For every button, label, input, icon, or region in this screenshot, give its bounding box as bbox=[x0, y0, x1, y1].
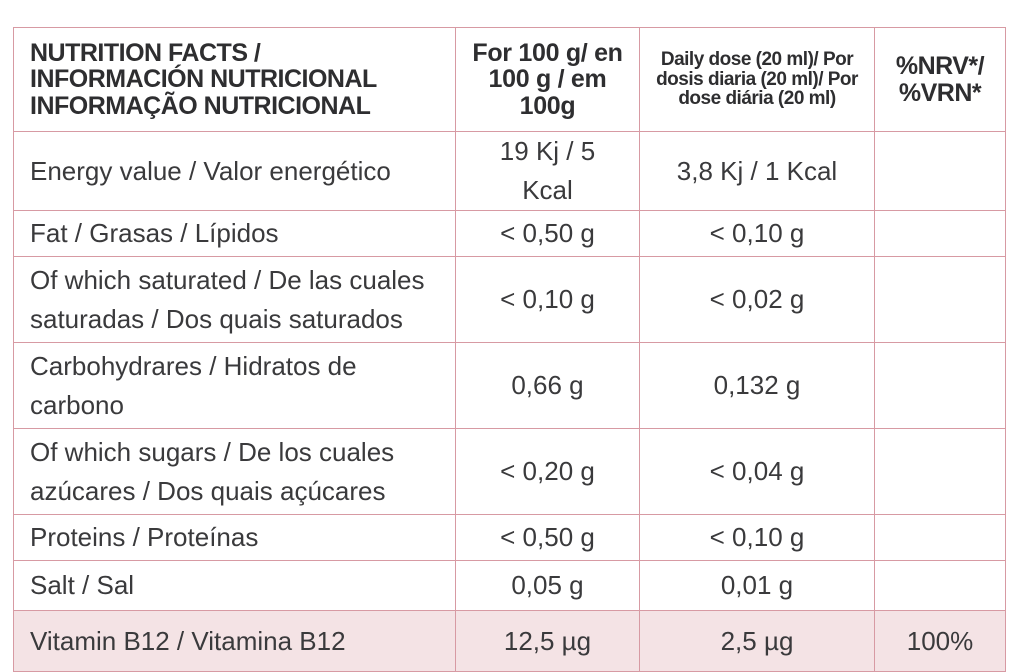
row-daily-value: < 0,04 g bbox=[639, 428, 875, 515]
row-label: Salt / Sal bbox=[13, 560, 456, 611]
row-label: Fat / Grasas / Lípidos bbox=[13, 210, 456, 257]
row-per100-value: 0,05 g bbox=[455, 560, 640, 611]
table-row-saturated: Of which saturated / De las cuales satur… bbox=[13, 256, 1006, 343]
table-header-row: NUTRITION FACTS / INFORMACIÓN NUTRICIONA… bbox=[13, 27, 1006, 132]
table-row-proteins: Proteins / Proteínas < 0,50 g < 0,10 g bbox=[13, 514, 1006, 561]
nutrition-facts-table: NUTRITION FACTS / INFORMACIÓN NUTRICIONA… bbox=[13, 27, 1006, 672]
header-per-100g: For 100 g/ en 100 g / em 100g bbox=[455, 27, 640, 132]
row-daily-value: < 0,10 g bbox=[639, 514, 875, 561]
row-daily-value: 0,132 g bbox=[639, 342, 875, 429]
row-nrv-value bbox=[874, 342, 1006, 429]
row-per100-value: < 0,50 g bbox=[455, 514, 640, 561]
row-daily-value: 3,8 Kj / 1 Kcal bbox=[639, 131, 875, 211]
row-label: Vitamin B12 / Vitamina B12 bbox=[13, 610, 456, 672]
row-daily-value: 2,5 µg bbox=[639, 610, 875, 672]
row-nrv-value bbox=[874, 256, 1006, 343]
table-row-salt: Salt / Sal 0,05 g 0,01 g bbox=[13, 560, 1006, 611]
table-row-fat: Fat / Grasas / Lípidos < 0,50 g < 0,10 g bbox=[13, 210, 1006, 257]
table-row-carbohydrates: Carbohydrares / Hidratos de carbono 0,66… bbox=[13, 342, 1006, 429]
header-nutrition-facts: NUTRITION FACTS / INFORMACIÓN NUTRICIONA… bbox=[13, 27, 456, 132]
row-label: Energy value / Valor energético bbox=[13, 131, 456, 211]
row-label: Proteins / Proteínas bbox=[13, 514, 456, 561]
row-nrv-value bbox=[874, 514, 1006, 561]
row-nrv-value bbox=[874, 560, 1006, 611]
row-per100-value: < 0,10 g bbox=[455, 256, 640, 343]
row-label: Carbohydrares / Hidratos de carbono bbox=[13, 342, 456, 429]
row-label: Of which saturated / De las cuales satur… bbox=[13, 256, 456, 343]
row-nrv-value: 100% bbox=[874, 610, 1006, 672]
row-nrv-value bbox=[874, 131, 1006, 211]
table-row-vitamin-b12: Vitamin B12 / Vitamina B12 12,5 µg 2,5 µ… bbox=[13, 610, 1006, 672]
table-row-sugars: Of which sugars / De los cuales azúcares… bbox=[13, 428, 1006, 515]
row-per100-value: < 0,20 g bbox=[455, 428, 640, 515]
row-daily-value: < 0,10 g bbox=[639, 210, 875, 257]
row-daily-value: 0,01 g bbox=[639, 560, 875, 611]
row-nrv-value bbox=[874, 210, 1006, 257]
row-daily-value: < 0,02 g bbox=[639, 256, 875, 343]
row-nrv-value bbox=[874, 428, 1006, 515]
row-label: Of which sugars / De los cuales azúcares… bbox=[13, 428, 456, 515]
row-per100-value: 0,66 g bbox=[455, 342, 640, 429]
row-per100-value: 19 Kj / 5 Kcal bbox=[455, 131, 640, 211]
header-daily-dose: Daily dose (20 ml)/ Por dosis diaria (20… bbox=[639, 27, 875, 132]
row-per100-value: 12,5 µg bbox=[455, 610, 640, 672]
row-per100-value: < 0,50 g bbox=[455, 210, 640, 257]
table-row-energy: Energy value / Valor energético 19 Kj / … bbox=[13, 131, 1006, 211]
header-nrv: %NRV*/ %VRN* bbox=[874, 27, 1006, 132]
